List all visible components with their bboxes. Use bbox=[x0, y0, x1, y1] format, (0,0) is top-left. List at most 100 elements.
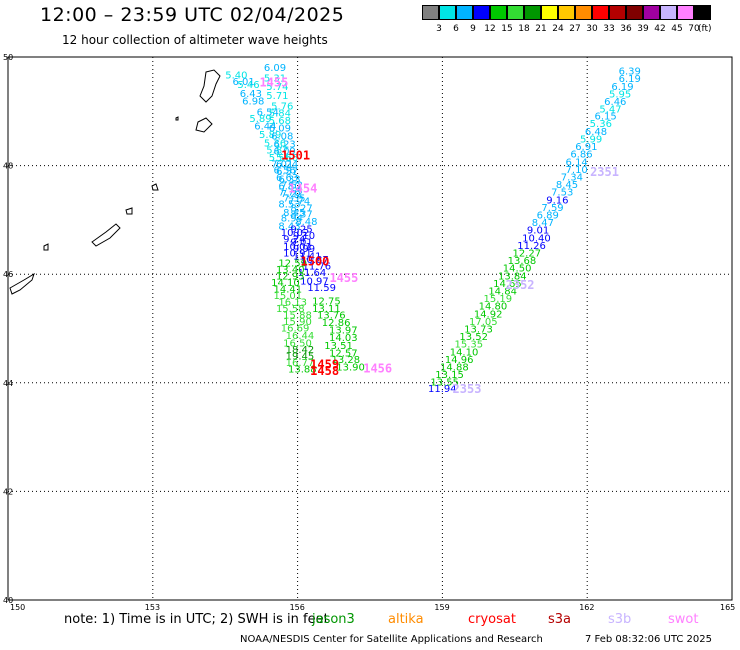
wave-height-label: 15.35 bbox=[455, 340, 484, 351]
wave-height-label: 5.66 bbox=[276, 153, 298, 164]
latitude-tick-label: 46 bbox=[3, 270, 13, 279]
legend-label: 18 bbox=[518, 24, 530, 34]
wave-height-label: 7.59 bbox=[541, 203, 563, 214]
wave-height-label: 12.27 bbox=[512, 248, 541, 259]
legend-swatch bbox=[541, 5, 558, 20]
legend-swatch bbox=[473, 5, 490, 20]
wave-height-label: 5.46 bbox=[237, 80, 259, 91]
wave-height-label: 7.22 bbox=[281, 189, 303, 200]
wave-height-label: 13.76 bbox=[317, 310, 346, 321]
legend-label: 70 bbox=[688, 24, 700, 34]
wave-height-label: 7.01 bbox=[271, 159, 293, 170]
wave-height-label: 16.50 bbox=[283, 339, 312, 350]
wave-height-label: 9.24 bbox=[283, 234, 305, 245]
wave-height-label: 14.10 bbox=[271, 278, 300, 289]
wave-height-label: 6.09 bbox=[264, 63, 286, 74]
wave-height-label: 9.99 bbox=[293, 244, 315, 255]
legend-swatch bbox=[694, 5, 711, 20]
wave-height-label: 6.01 bbox=[233, 77, 255, 88]
wave-height-label: 6.48 bbox=[585, 127, 607, 138]
wave-height-label: 15.90 bbox=[283, 317, 312, 328]
wave-height-label: 7.34 bbox=[561, 172, 583, 183]
legend-swatch bbox=[456, 5, 473, 20]
pass-time-label: 2352 bbox=[506, 278, 535, 292]
wave-height-label: 14.84 bbox=[488, 286, 517, 297]
pass-time-label: 1454 bbox=[288, 181, 317, 195]
wave-height-label: 7.76 bbox=[278, 188, 300, 199]
coastline bbox=[9, 69, 221, 295]
wave-height-label: 5.40 bbox=[225, 70, 247, 81]
wave-height-label: 13.28 bbox=[331, 355, 360, 366]
island-outline bbox=[195, 117, 213, 133]
pass-time-label: 2351 bbox=[590, 165, 619, 179]
wave-height-label: 13.51 bbox=[324, 341, 353, 352]
wave-height-label: 11.41 bbox=[293, 252, 322, 263]
legend-swatch bbox=[507, 5, 524, 20]
wave-height-label: 16.13 bbox=[278, 297, 307, 308]
generated-timestamp: 7 Feb 08:32:06 UTC 2025 bbox=[585, 634, 712, 645]
satellite-legend-s3a: s3a bbox=[548, 612, 572, 627]
wave-height-label: 6.39 bbox=[619, 67, 641, 78]
wave-height-label: 9.16 bbox=[546, 195, 568, 206]
wave-height-label: 8.45 bbox=[556, 180, 578, 191]
wave-height-label: 9.10 bbox=[293, 231, 315, 242]
satellite-legend-jason3: jason3 bbox=[312, 612, 355, 627]
wave-height-label: 12.93 bbox=[276, 271, 305, 282]
wave-height-label: 8.94 bbox=[281, 214, 303, 225]
island-outline bbox=[43, 243, 49, 251]
wave-height-label: 13.68 bbox=[508, 256, 537, 267]
wave-height-label: 16.69 bbox=[281, 323, 310, 334]
wave-height-label: 6.23 bbox=[274, 139, 296, 150]
wave-height-label: 11.64 bbox=[298, 268, 327, 279]
wave-height-label: 5.74 bbox=[266, 82, 288, 93]
wave-height-label: 10.01 bbox=[283, 242, 312, 253]
wave-height-label: 6.33 bbox=[278, 175, 300, 186]
legend-label: 27 bbox=[569, 24, 581, 34]
wave-height-label: 10.40 bbox=[522, 233, 551, 244]
wave-height-label: 7.74 bbox=[288, 196, 310, 207]
legend-swatch bbox=[558, 5, 575, 20]
wave-height-label: 5.84 bbox=[269, 108, 291, 119]
wave-height-label: 5.68 bbox=[269, 116, 291, 127]
wave-height-label: 10.97 bbox=[300, 277, 329, 288]
wave-height-label: 16.44 bbox=[286, 331, 315, 342]
wave-height-label: 6.86 bbox=[570, 150, 592, 161]
wave-height-label: 13.15 bbox=[435, 370, 464, 381]
wave-height-label: 6.98 bbox=[242, 96, 264, 107]
wave-height-label: 8.45 bbox=[283, 208, 305, 219]
wave-height-label: 5.71 bbox=[266, 91, 288, 102]
wave-height-label: 14.92 bbox=[474, 309, 503, 320]
latitude-tick-label: 48 bbox=[3, 162, 13, 171]
island-outline bbox=[151, 183, 159, 191]
wave-height-label: 9.25 bbox=[290, 225, 312, 236]
wave-height-label: 5.56 bbox=[269, 153, 291, 164]
pass-time-label: 1458 bbox=[310, 364, 339, 378]
wave-height-label: 5.36 bbox=[264, 138, 286, 149]
legend-swatch bbox=[439, 5, 456, 20]
wave-height-label: 11.76 bbox=[302, 262, 331, 273]
wave-height-label: 13.84 bbox=[498, 271, 527, 282]
wave-height-label: 13.40 bbox=[276, 265, 305, 276]
satellite-legend-cryosat: cryosat bbox=[468, 612, 516, 627]
pass-time-label: 1459 bbox=[310, 357, 339, 371]
wave-height-label: 11.94 bbox=[428, 384, 457, 395]
wave-height-label: 14.80 bbox=[479, 302, 508, 313]
wave-height-label: 14.10 bbox=[450, 347, 479, 358]
island-outline bbox=[175, 116, 179, 121]
legend-swatch bbox=[490, 5, 507, 20]
wave-height-label: 14.88 bbox=[440, 363, 469, 374]
pass-time-label: 1500 bbox=[300, 255, 329, 269]
wave-height-label: 5.36 bbox=[590, 119, 612, 130]
latitude-tick-label: 44 bbox=[3, 379, 13, 388]
longitude-tick-label: 153 bbox=[145, 603, 160, 612]
wave-height-label: 6.57 bbox=[276, 166, 298, 177]
wave-height-label: 6.09 bbox=[274, 146, 296, 157]
wave-height-label: 15.88 bbox=[283, 310, 312, 321]
wave-height-label: 6.19 bbox=[611, 82, 633, 93]
wave-height-label: 13.73 bbox=[464, 325, 493, 336]
legend-swatch bbox=[524, 5, 541, 20]
wave-height-label: 10.87 bbox=[300, 255, 329, 266]
wave-height-label: 15.19 bbox=[483, 294, 512, 305]
wave-height-label: 8.27 bbox=[290, 203, 312, 214]
longitude-tick-label: 165 bbox=[720, 603, 735, 612]
